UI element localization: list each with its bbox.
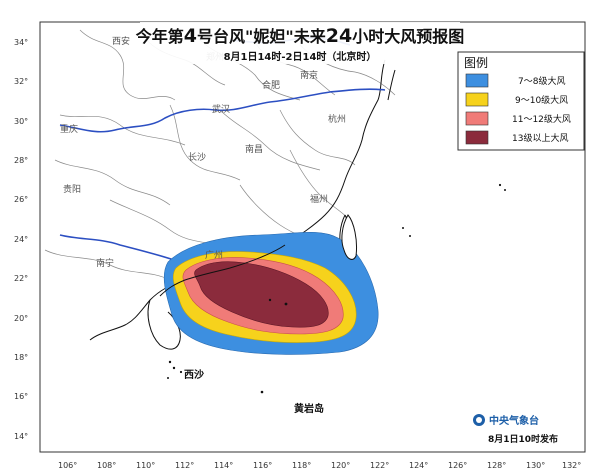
lon-tick: 106° — [58, 461, 77, 470]
city-label: 西安 — [112, 35, 130, 47]
city-label: 重庆 — [60, 123, 78, 135]
legend-item: 11～12级大风 — [465, 111, 571, 126]
legend-swatch — [465, 111, 489, 126]
legend-item: 7～8级大风 — [465, 73, 565, 88]
cma-logo-inner — [476, 417, 482, 423]
legend-label: 11～12级大风 — [512, 113, 571, 125]
city-label: 南昌 — [245, 143, 263, 155]
city-label: 南京 — [300, 69, 318, 81]
issued-time: 8月1日10时发布 — [488, 433, 558, 445]
legend-swatch — [465, 92, 489, 107]
latitude-ticks: 34° 32° 30° 28° 26° 24° 22° 20° 18° 16° … — [14, 38, 28, 441]
lat-tick: 22° — [14, 274, 28, 283]
lon-tick: 110° — [136, 461, 155, 470]
scattered-islands — [167, 183, 506, 394]
xisha-label: 西沙 — [184, 369, 204, 381]
city-label: 南宁 — [96, 257, 114, 269]
city-label: 长沙 — [188, 151, 206, 163]
longitude-ticks: 106° 108° 110° 112° 114° 116° 118° 120° … — [58, 461, 581, 470]
legend-label: 9～10级大风 — [515, 94, 568, 106]
agency-name: 中央气象台 — [489, 414, 539, 427]
legend-item: 9～10级大风 — [465, 92, 568, 107]
lat-tick: 30° — [14, 117, 28, 126]
map-subtitle: 8月1日14时-2日14时（北京时） — [224, 50, 377, 63]
lon-tick: 116° — [253, 461, 272, 470]
lon-tick: 118° — [292, 461, 311, 470]
title-block: 今年第4号台风"妮妲"未来24小时大风预报图 8月1日14时-2日14时（北京时… — [135, 22, 464, 64]
lon-tick: 124° — [409, 461, 428, 470]
agency-block: 中央气象台 8月1日10时发布 — [473, 414, 558, 445]
city-label: 合肥 — [262, 79, 280, 91]
huangyan-label: 黄岩岛 — [294, 402, 324, 415]
lon-tick: 108° — [97, 461, 116, 470]
legend-item: 13级以上大风 — [465, 130, 568, 145]
city-label: 武汉 — [212, 103, 230, 115]
lon-tick: 130° — [526, 461, 545, 470]
city-label: 福州 — [310, 193, 328, 205]
province-borders — [44, 29, 396, 281]
lon-tick: 112° — [175, 461, 194, 470]
legend-title: 图例 — [464, 56, 488, 70]
city-label: 广州 — [205, 249, 223, 261]
coastline-overlay — [159, 244, 286, 297]
lon-tick: 128° — [487, 461, 506, 470]
lat-tick: 26° — [14, 195, 28, 204]
lat-tick: 16° — [14, 392, 28, 401]
wind-swaths — [163, 232, 379, 355]
city-label: 杭州 — [328, 113, 346, 125]
swath-13-plus — [194, 261, 329, 328]
lon-tick: 114° — [214, 461, 233, 470]
city-label: 贵阳 — [63, 183, 81, 195]
lon-tick: 122° — [370, 461, 389, 470]
lon-tick: 126° — [448, 461, 467, 470]
lat-tick: 34° — [14, 38, 28, 47]
legend: 图例 7～8级大风 9～10级大风 11～12级大风 13级以上大风 — [457, 51, 585, 151]
legend-swatch — [465, 130, 489, 145]
lat-tick: 20° — [14, 314, 28, 323]
taiwan-island — [341, 214, 357, 260]
lat-tick: 24° — [14, 235, 28, 244]
map-title: 今年第4号台风"妮妲"未来24小时大风预报图 — [135, 25, 464, 47]
legend-label: 13级以上大风 — [512, 132, 568, 144]
lat-tick: 28° — [14, 156, 28, 165]
lat-tick: 18° — [14, 353, 28, 362]
legend-swatch — [465, 73, 489, 88]
lat-tick: 32° — [14, 77, 28, 86]
lon-tick: 132° — [562, 461, 581, 470]
legend-label: 7～8级大风 — [518, 75, 565, 87]
lon-tick: 120° — [331, 461, 350, 470]
lat-tick: 14° — [14, 432, 28, 441]
